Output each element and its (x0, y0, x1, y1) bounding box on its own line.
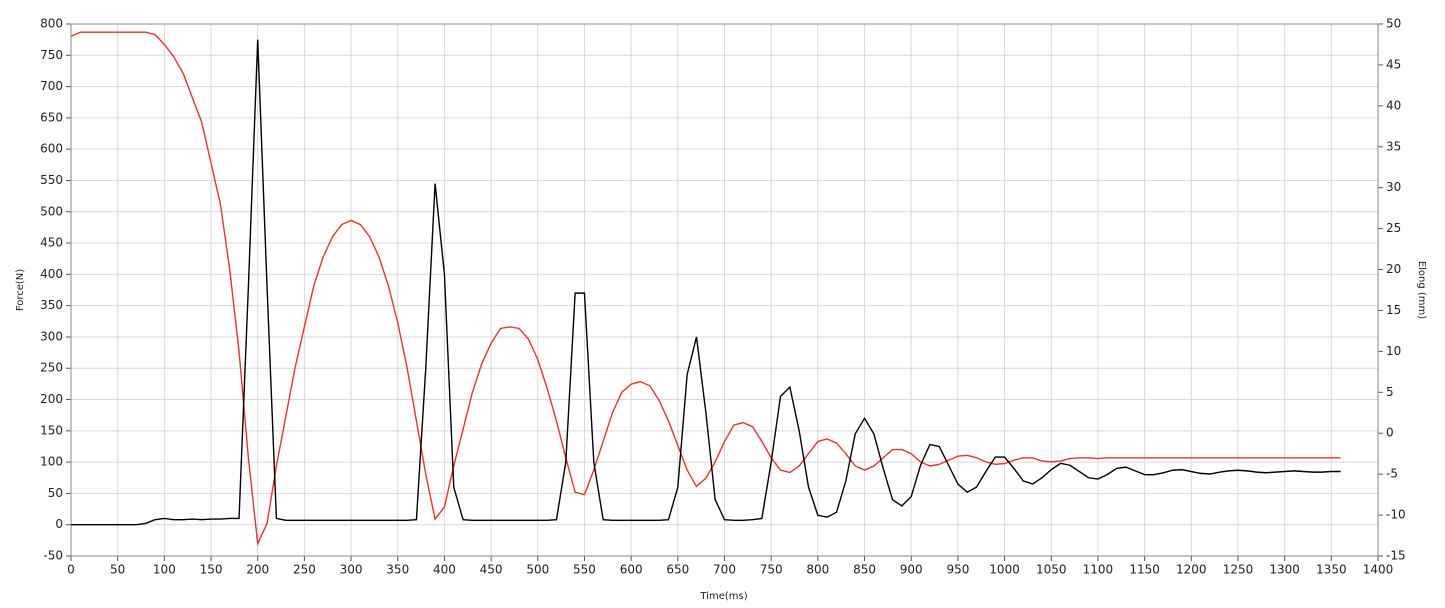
y-tick-label: 550 (40, 173, 63, 187)
y-tick-label: 700 (40, 79, 63, 93)
y-tick-label: 300 (40, 329, 63, 343)
x-tick-label: 450 (480, 563, 503, 577)
x-tick-label: 550 (573, 563, 596, 577)
y-tick-label: 650 (40, 110, 63, 124)
x-tick-label: 1400 (1363, 563, 1394, 577)
x-tick-label: 1300 (1269, 563, 1300, 577)
x-tick-label: 500 (526, 563, 549, 577)
x-tick-label: 1150 (1129, 563, 1160, 577)
y2-tick-label: -10 (1386, 508, 1406, 522)
y-tick-label: 450 (40, 236, 63, 250)
y-tick-label: 200 (40, 392, 63, 406)
y-tick-label: 350 (40, 298, 63, 312)
y-tick-label: -50 (43, 549, 63, 563)
x-tick-label: 600 (620, 563, 643, 577)
x-tick-label: 700 (713, 563, 736, 577)
y-tick-label: 0 (55, 517, 63, 531)
y2-axis-title: Elong (mm) (1416, 261, 1427, 319)
x-tick-label: 100 (153, 563, 176, 577)
x-tick-label: 950 (946, 563, 969, 577)
x-tick-label: 1000 (989, 563, 1020, 577)
y2-tick-label: -15 (1386, 549, 1406, 563)
x-tick-label: 1200 (1176, 563, 1207, 577)
y2-tick-label: 50 (1386, 17, 1401, 31)
y2-tick-label: 5 (1386, 385, 1394, 399)
x-tick-label: 1350 (1316, 563, 1347, 577)
x-tick-label: 400 (433, 563, 456, 577)
x-tick-label: 850 (853, 563, 876, 577)
y-tick-label: 250 (40, 361, 63, 375)
y-tick-label: 150 (40, 423, 63, 437)
y2-tick-label: 25 (1386, 221, 1401, 235)
x-tick-label: 1050 (1036, 563, 1067, 577)
x-tick-label: 750 (760, 563, 783, 577)
y2-tick-label: 40 (1386, 98, 1401, 112)
y-tick-label: 500 (40, 204, 63, 218)
y2-tick-label: 15 (1386, 303, 1401, 317)
y2-tick-label: 45 (1386, 57, 1401, 71)
y2-tick-label: -5 (1386, 467, 1398, 481)
y2-tick-label: 20 (1386, 262, 1401, 276)
data-line (70, 31, 1341, 547)
y-axis-title: Force(N) (15, 269, 26, 311)
x-tick-label: 800 (806, 563, 829, 577)
y-tick-label: 400 (40, 267, 63, 281)
y2-tick-label: 10 (1386, 344, 1401, 358)
plot-frame (70, 23, 1379, 557)
y-tick-label: 50 (48, 486, 63, 500)
y2-tick-label: 0 (1386, 426, 1394, 440)
x-tick-label: 350 (386, 563, 409, 577)
y-tick-label: 100 (40, 455, 63, 469)
x-tick-label: 900 (900, 563, 923, 577)
y-tick-label: 800 (40, 17, 63, 31)
y2-tick-label: 30 (1386, 180, 1401, 194)
data-line (71, 39, 1341, 526)
x-tick-label: 650 (666, 563, 689, 577)
y2-tick-label: 35 (1386, 139, 1401, 153)
y-tick-label: 750 (40, 48, 63, 62)
y-tick-label: 600 (40, 142, 63, 156)
x-axis-title: Time(ms) (699, 591, 747, 602)
x-tick-label: 0 (67, 563, 75, 577)
x-tick-label: 1250 (1223, 563, 1254, 577)
x-tick-label: 50 (110, 563, 125, 577)
x-tick-label: 1100 (1083, 563, 1114, 577)
x-tick-label: 250 (293, 563, 316, 577)
x-tick-label: 200 (246, 563, 269, 577)
x-tick-label: 300 (340, 563, 363, 577)
x-tick-label: 150 (200, 563, 223, 577)
